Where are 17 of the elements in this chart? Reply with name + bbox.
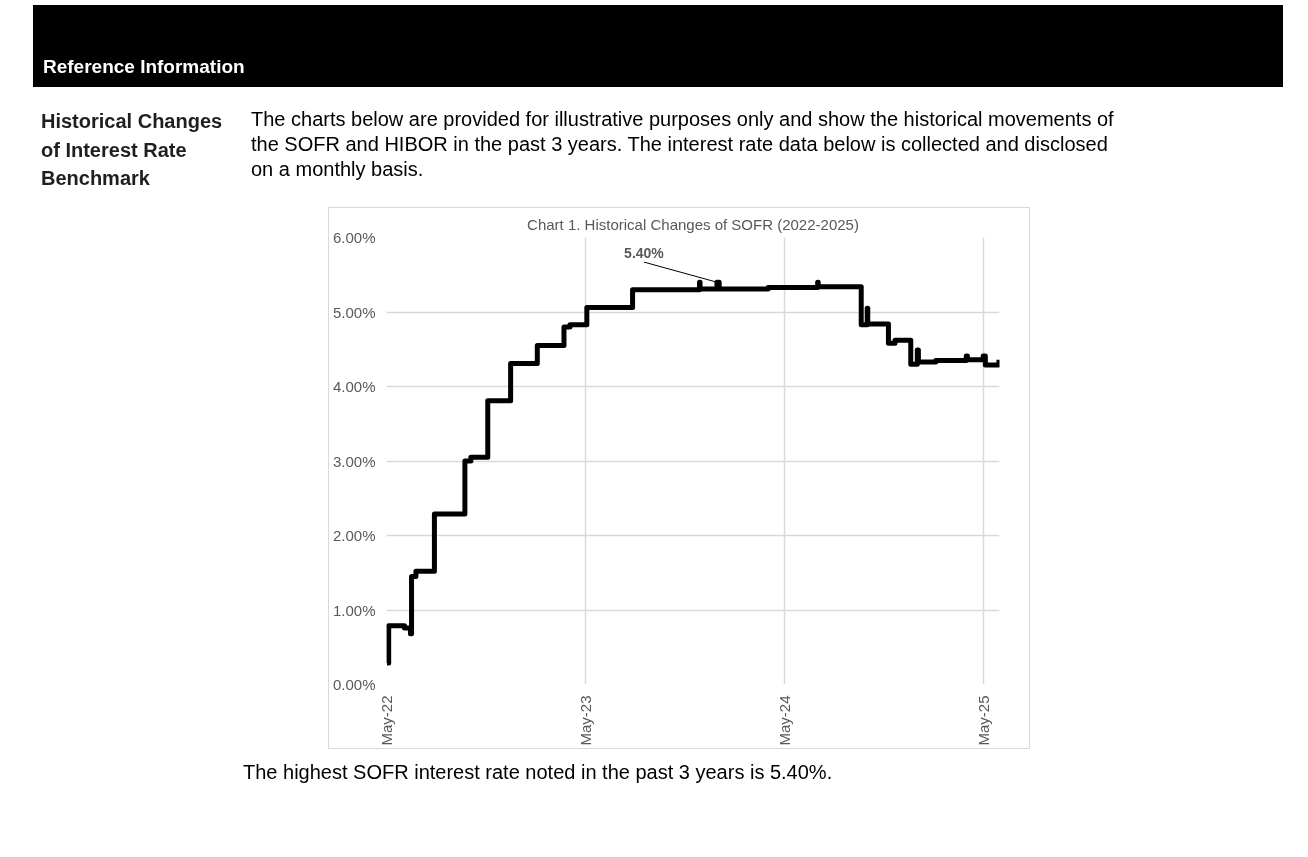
y-tick-label: 2.00% bbox=[332, 527, 376, 544]
y-tick-label: 3.00% bbox=[332, 452, 376, 470]
x-tick-label: May-22 bbox=[378, 695, 395, 746]
text: The highest SOFR interest rate noted in the past 3 years is 5.40%. bbox=[243, 760, 833, 785]
x-tick-label: May-24 bbox=[775, 695, 793, 746]
y-tick-label: 1.00% bbox=[332, 601, 376, 619]
annotation: 5.40% bbox=[624, 245, 665, 262]
y-tick-label: 6.00% bbox=[332, 229, 376, 246]
text: The charts below are provided for illustrative purposes only and show the historical movements of the SOFR and HIBOR in the past 3 years. The interest rate data below is collected and disclosed on a monthly basis. bbox=[251, 107, 1115, 182]
text: Historical Changes of Interest Rate Benchmark bbox=[41, 109, 224, 192]
x-tick-label: May-23 bbox=[576, 695, 594, 746]
y-tick-label: 4.00% bbox=[332, 378, 376, 395]
x-tick-label: May-25 bbox=[974, 695, 992, 746]
text: Reference Information bbox=[43, 55, 245, 79]
y-tick-label: 0.00% bbox=[332, 676, 376, 693]
chart-title: Chart 1. Historical Changes of SOFR (2022-2025) bbox=[527, 215, 859, 233]
y-tick-label: 5.00% bbox=[332, 303, 376, 321]
